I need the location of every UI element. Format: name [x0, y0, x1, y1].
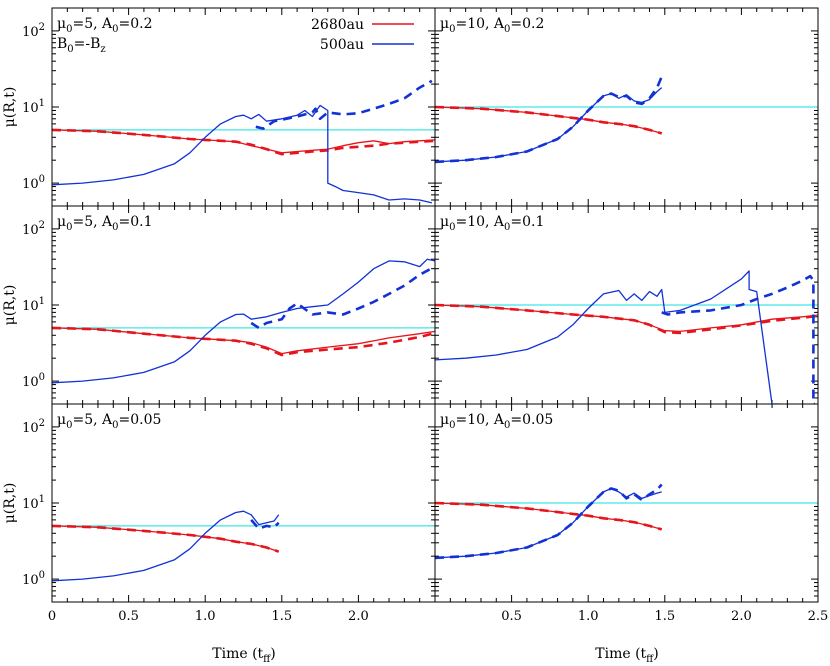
series-red-dashed [52, 128, 435, 156]
panel-frame [51, 205, 436, 405]
series-blue-solid [52, 258, 435, 384]
x-axis-title: Time (tff) [595, 646, 659, 665]
series-blue-solid [52, 104, 433, 204]
series-red-solid [435, 106, 662, 135]
series-group [52, 510, 280, 582]
y-ticks: 100 101 102 [22, 205, 435, 405]
x-tick-label: 1.0 [195, 609, 216, 624]
y-tick-label: 100 [22, 174, 45, 192]
series-blue-dashed [255, 79, 433, 130]
series-group [435, 76, 663, 164]
x-ticks [51, 8, 436, 206]
panel-bottom-left: 100 101 102 0 0.5 1.0 1.5 2.0 μ0=5, A0=0.05 [22, 403, 436, 624]
y-axis-title: μ(R,t) [2, 483, 18, 524]
panel-top-right: μ0=10, A0=0.2 [434, 7, 819, 207]
y-tick-label: 101 [22, 296, 45, 314]
y-tick-label: 102 [22, 220, 45, 238]
panel-annotation: μ0=5, A0=0.2 [57, 16, 153, 35]
x-ticks: 0 0.5 1.0 1.5 2.0 [48, 404, 436, 624]
panel-annotation: μ0=5, A0=0.05 [57, 412, 161, 431]
x-ticks [434, 206, 819, 404]
x-ticks [51, 206, 436, 404]
y-tick-label: 100 [22, 570, 45, 588]
panel-bottom-right: 0.5 1.0 1.5 2.0 2.5 μ0=10, A0=0.05 [434, 403, 829, 624]
panel-middle-left: 100 101 102 μ0=5, A0=0.1 [22, 205, 436, 405]
panels-group: 100 101 102 μ0=5, A0=0.2B0=-Bz μ0=10, A0=0.2… [22, 7, 829, 624]
x-tick-label: 2.5 [808, 609, 829, 624]
series-blue-dashed [435, 483, 663, 560]
x-ticks: 0.5 1.0 1.5 2.0 2.5 [434, 404, 829, 624]
y-ticks: 100 101 102 [22, 7, 435, 207]
series-group [435, 270, 818, 404]
series-red-dashed [435, 303, 818, 335]
series-red-solid [52, 327, 435, 355]
panel-middle-right: μ0=10, A0=0.1 [434, 205, 819, 405]
series-red-solid [435, 304, 818, 333]
x-tick-label: 1.5 [654, 609, 675, 624]
axis-titles: μ(R,t) μ(R,t) μ(R,t) Time (tff) Time (tff) [2, 87, 659, 665]
x-tick-label: 0 [48, 609, 56, 624]
series-red-solid [435, 502, 662, 531]
x-tick-label: 0.5 [501, 609, 522, 624]
legend-label: 500au [320, 37, 364, 53]
y-tick-label: 102 [22, 418, 45, 436]
panel-annotation: μ0=10, A0=0.1 [440, 214, 544, 233]
series-blue-solid [435, 270, 780, 404]
y-axis-title: μ(R,t) [2, 87, 18, 128]
series-blue-dashed [250, 265, 435, 330]
panel-annotation: μ0=10, A0=0.05 [440, 412, 553, 431]
x-tick-label: 1.5 [271, 609, 292, 624]
x-tick-label: 2.0 [348, 609, 369, 624]
x-axis-title: Time (tff) [212, 646, 276, 665]
x-tick-label: 1.0 [578, 609, 599, 624]
y-tick-label: 102 [22, 22, 45, 40]
panel-annotation: B0=-Bz [57, 36, 106, 55]
y-axis-title: μ(R,t) [2, 285, 18, 326]
y-tick-label: 101 [22, 98, 45, 116]
y-ticks: 100 101 102 [22, 403, 435, 603]
panel-frame [51, 403, 436, 603]
series-blue-dashed [435, 76, 663, 164]
panel-annotation: μ0=5, A0=0.1 [57, 214, 153, 233]
x-tick-label: 0.5 [118, 609, 139, 624]
x-tick-label: 2.0 [731, 609, 752, 624]
panel-top-left: 100 101 102 μ0=5, A0=0.2B0=-Bz [22, 7, 436, 207]
y-tick-label: 100 [22, 372, 45, 390]
series-red-solid [52, 525, 279, 553]
y-tick-label: 101 [22, 494, 45, 512]
series-red-dashed [435, 501, 663, 531]
series-group [52, 79, 435, 204]
y-ticks [435, 403, 818, 603]
series-group [435, 483, 663, 560]
series-blue-dashed [250, 519, 280, 531]
series-red-dashed [435, 105, 663, 135]
panel-annotation: μ0=10, A0=0.2 [440, 16, 544, 35]
legend-label: 2680au [311, 17, 364, 33]
series-red-dashed [52, 524, 280, 553]
series-red-solid [52, 129, 435, 154]
series-blue-solid [52, 510, 280, 582]
panel-frame [434, 403, 819, 603]
series-group [52, 258, 435, 384]
series-red-dashed [52, 326, 435, 357]
series-blue-dashed [661, 274, 815, 404]
legend: 2680au 500au [311, 17, 414, 53]
